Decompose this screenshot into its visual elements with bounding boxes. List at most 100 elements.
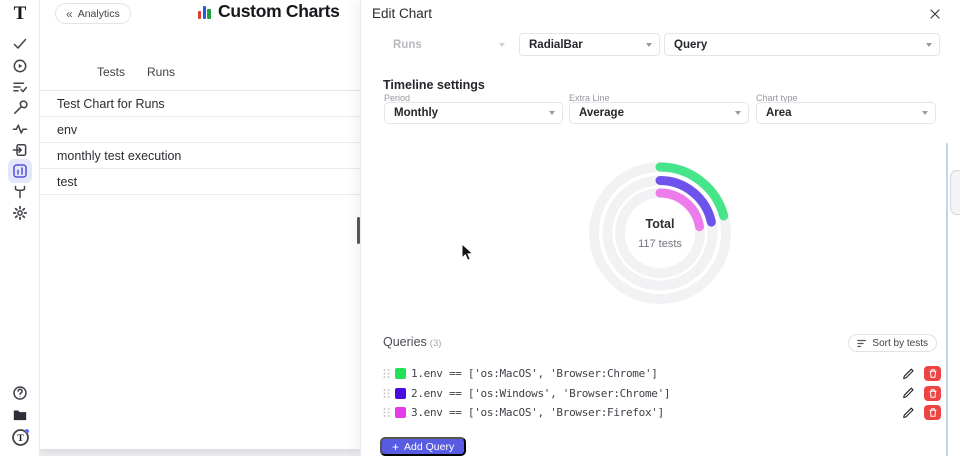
- delete-query-button[interactable]: [924, 366, 941, 382]
- bar-red: [198, 11, 202, 19]
- list-item-test-chart-for-runs[interactable]: Test Chart for Runs: [40, 91, 360, 117]
- library-folder-icon[interactable]: [8, 403, 32, 427]
- bar-blue: [202, 6, 206, 19]
- bar-green: [207, 9, 211, 19]
- query-row-actions: [902, 385, 941, 401]
- custom-charts-bars-icon: [198, 5, 213, 19]
- timeline-chart-type-select[interactable]: Area: [756, 102, 936, 124]
- chevron-down-icon: [926, 42, 932, 47]
- app-logo: T: [13, 3, 27, 24]
- extra-line-label: Extra Line: [569, 93, 610, 103]
- nav-activity-icon[interactable]: [8, 117, 32, 141]
- nav-list-check-icon[interactable]: [8, 75, 32, 99]
- extra-line-select-value: Average: [579, 107, 624, 119]
- query-index: 2.: [411, 386, 424, 400]
- edit-chart-panel: Edit Chart Runs RadialBar Query Timeline…: [360, 0, 960, 456]
- nav-import-icon[interactable]: [8, 138, 32, 162]
- chart-total-label: Total: [646, 217, 675, 231]
- query-expression: env == ['os:MacOS', 'Browser:Chrome']: [423, 367, 658, 381]
- drag-handle-icon[interactable]: [382, 368, 391, 379]
- nav-wrench-icon[interactable]: [8, 96, 32, 120]
- edit-query-pencil-icon[interactable]: [902, 368, 914, 380]
- tab-runs[interactable]: Runs: [147, 65, 176, 79]
- query-index: 1.: [411, 367, 424, 381]
- plus-icon: +: [392, 439, 400, 454]
- period-select-value: Monthly: [394, 107, 439, 119]
- radial-arc-series-1: [655, 162, 729, 221]
- mode-select-value: Query: [674, 38, 708, 51]
- query-color-swatch: [395, 368, 406, 380]
- page-title: Custom Charts: [218, 1, 340, 21]
- panel-scrollbar-track[interactable]: [946, 143, 948, 456]
- panel-resize-handle[interactable]: [357, 217, 360, 244]
- radial-arc-series-2: [655, 176, 716, 227]
- svg-text:T: T: [17, 433, 24, 443]
- query-rows: 1.env == ['os:MacOS', 'Browser:Chrome'] …: [361, 364, 960, 423]
- edit-query-pencil-icon[interactable]: [902, 407, 914, 419]
- source-select-value: Runs: [393, 38, 422, 51]
- list-tabs: Tests Runs: [97, 65, 175, 79]
- back-button-label: Analytics: [77, 7, 120, 20]
- list-item-monthly-test-execution[interactable]: monthly test execution: [40, 143, 360, 169]
- timeline-settings-heading: Timeline settings: [383, 78, 485, 92]
- nav-fork-icon[interactable]: [8, 180, 32, 204]
- timeline-chart-type-select-value: Area: [766, 107, 792, 119]
- period-label: Period: [384, 93, 411, 103]
- query-row-actions: [902, 366, 941, 382]
- back-chevron-icon: «: [66, 6, 73, 21]
- trash-icon: [929, 389, 936, 398]
- query-text: 1.env == ['os:MacOS', 'Browser:Chrome']: [411, 367, 658, 380]
- help-icon[interactable]: [8, 381, 32, 405]
- trash-icon: [929, 369, 936, 378]
- chart-total-value: 117 tests: [638, 238, 682, 250]
- tabs-divider: [40, 90, 360, 91]
- query-text: 2.env == ['os:Windows', 'Browser:Chrome'…: [411, 386, 671, 400]
- query-row-actions: [902, 405, 941, 421]
- chevron-down-icon: [922, 111, 928, 115]
- nav-custom-charts-icon[interactable]: [8, 159, 32, 183]
- add-query-button[interactable]: + Add Query: [380, 437, 467, 456]
- queries-heading: Queries (3): [383, 335, 441, 349]
- query-color-swatch: [395, 407, 406, 419]
- queries-heading-text: Queries: [383, 335, 427, 349]
- tab-tests[interactable]: Tests: [97, 65, 126, 79]
- list-item-test[interactable]: test: [40, 169, 360, 195]
- nav-record-icon[interactable]: [8, 54, 32, 78]
- query-expression: env == ['os:Windows', 'Browser:Chrome']: [423, 386, 671, 400]
- nav-settings-gear-icon[interactable]: [8, 201, 32, 225]
- query-color-swatch: [395, 387, 406, 399]
- radial-arc-series-3: [655, 188, 705, 232]
- list-item-env[interactable]: env: [40, 117, 360, 143]
- drag-handle-icon[interactable]: [382, 388, 391, 399]
- period-select[interactable]: Monthly: [384, 102, 563, 124]
- delete-query-button[interactable]: [924, 385, 941, 401]
- profile-avatar[interactable]: T: [8, 425, 32, 449]
- source-select: Runs: [383, 33, 513, 56]
- sort-by-tests-button[interactable]: Sort by tests: [848, 334, 937, 352]
- icon-rail: T T: [0, 0, 40, 456]
- mode-select[interactable]: Query: [664, 33, 940, 56]
- delete-query-button[interactable]: [924, 405, 941, 421]
- custom-charts-panel: « Analytics Custom Charts Tests Runs Tes…: [40, 0, 393, 449]
- chart-list: Test Chart for Runs env monthly test exe…: [40, 91, 360, 195]
- query-row: 3.env == ['os:MacOS', 'Browser:Firefox']: [361, 403, 960, 423]
- trash-icon: [929, 408, 936, 417]
- query-index: 3.: [411, 406, 424, 420]
- chart-type-select-value: RadialBar: [529, 38, 583, 51]
- back-to-analytics-button[interactable]: « Analytics: [55, 3, 131, 24]
- edit-chart-title: Edit Chart: [372, 6, 433, 21]
- nav-check-icon[interactable]: [8, 32, 32, 56]
- window-scrollbar-thumb[interactable]: [950, 170, 960, 215]
- edit-query-pencil-icon[interactable]: [902, 387, 914, 399]
- drag-handle-icon[interactable]: [382, 407, 391, 418]
- radial-bar-chart: Total 117 tests: [575, 148, 745, 318]
- chevron-down-icon: [646, 42, 652, 47]
- query-row: 1.env == ['os:MacOS', 'Browser:Chrome']: [361, 364, 960, 384]
- extra-line-select[interactable]: Average: [569, 102, 749, 124]
- add-query-label: Add Query: [404, 440, 455, 453]
- query-row: 2.env == ['os:Windows', 'Browser:Chrome'…: [361, 384, 960, 404]
- close-edit-chart-button[interactable]: [928, 7, 942, 21]
- chart-type-select[interactable]: RadialBar: [519, 33, 660, 56]
- chart-type-label: Chart type: [756, 93, 798, 103]
- sort-icon: [857, 339, 867, 347]
